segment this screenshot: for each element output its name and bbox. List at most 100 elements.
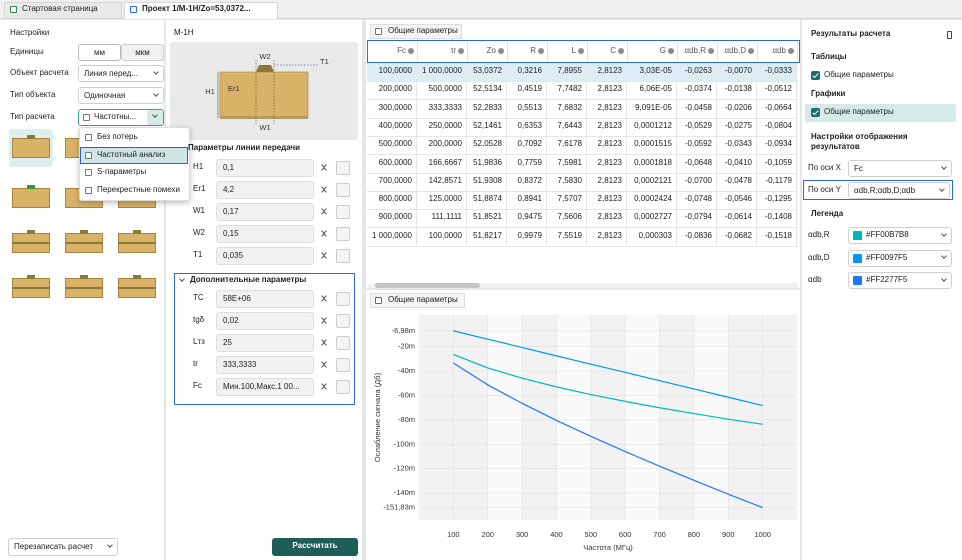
column-header[interactable]: αdb,D — [724, 46, 746, 55]
legend-color-label[interactable]: #FF0097F5 — [866, 252, 908, 262]
param-name: W1 — [193, 206, 205, 215]
column-header[interactable]: Zo — [486, 46, 496, 55]
info-icon[interactable] — [578, 48, 584, 54]
table-tab[interactable] — [370, 24, 462, 39]
unit-button[interactable] — [336, 249, 350, 263]
scrollbar[interactable] — [368, 283, 798, 288]
legend-color-select[interactable] — [848, 227, 952, 244]
column-header[interactable]: L — [571, 46, 576, 55]
table-cell: 0,0001818 — [627, 154, 677, 173]
toggle-option[interactable]: мм — [78, 44, 121, 61]
table-cell: -0,1059 — [757, 154, 797, 173]
col-divider — [797, 42, 798, 61]
chart-tab[interactable] — [370, 293, 465, 308]
scroll-thumb[interactable] — [375, 283, 480, 288]
tab-title[interactable]: Проект 1/М-1Н/Zo=53,0372... — [142, 4, 251, 13]
table-cell: -0,0748 — [677, 191, 717, 210]
checkbox[interactable] — [811, 108, 820, 117]
unit-button[interactable] — [336, 314, 350, 328]
thumbnail[interactable] — [12, 188, 50, 208]
series-line — [453, 330, 763, 407]
table-cell: -0,0648 — [677, 154, 717, 173]
calc-type-select[interactable] — [78, 109, 164, 126]
info-icon[interactable] — [538, 48, 544, 54]
table-cell: 0,0001212 — [627, 117, 677, 137]
param-input[interactable]: 0,1 — [216, 159, 314, 177]
table-cell: -0,0206 — [717, 99, 757, 118]
info-icon[interactable] — [668, 48, 674, 54]
select-value[interactable]: Частотны... — [94, 112, 137, 121]
column-header[interactable]: Fc — [397, 46, 406, 55]
legend-color-label[interactable]: #FF2277F5 — [866, 275, 908, 284]
unit-button[interactable] — [336, 227, 350, 241]
param-input[interactable]: 58E+06 — [216, 290, 314, 308]
unit-button[interactable] — [336, 205, 350, 219]
tab-title[interactable]: Общие параметры — [388, 295, 458, 304]
unit-button[interactable] — [336, 336, 350, 350]
param-input[interactable]: Мин.100,Макс.1 00... — [216, 378, 314, 396]
tab[interactable] — [124, 2, 278, 19]
x-axis-select[interactable]: Fc — [848, 160, 952, 177]
y-tick-label: -80m — [398, 415, 415, 424]
table-cell: -0,0836 — [677, 227, 717, 246]
y-axis-select[interactable]: αdb,R;αdb,D;αdb — [848, 182, 950, 199]
column-header[interactable]: R — [530, 46, 536, 55]
info-icon[interactable] — [748, 48, 754, 54]
legend-color-label[interactable]: #FF00B7B8 — [866, 230, 909, 239]
dropdown-option[interactable]: S-параметры — [97, 167, 147, 176]
overwrite-select[interactable]: Перезаписать расчет — [8, 538, 118, 556]
table-cell: -0,0682 — [717, 227, 757, 246]
thumb-layer — [118, 287, 156, 289]
object-type-select[interactable]: Одиночная — [78, 87, 164, 104]
param-input[interactable]: 25 — [216, 334, 314, 352]
legend-color-select[interactable] — [848, 272, 952, 289]
info-icon[interactable] — [408, 48, 414, 54]
param-input[interactable]: 4,2 — [216, 181, 314, 199]
unit-button[interactable] — [336, 183, 350, 197]
toggle-option[interactable]: мкм — [121, 44, 164, 61]
checkbox-label[interactable]: Общие параметры — [824, 70, 894, 79]
thumb-layer — [12, 287, 50, 289]
checkbox-label[interactable]: Общие параметры — [824, 107, 894, 116]
table-cell: 125,0000 — [417, 191, 467, 210]
info-icon[interactable] — [708, 48, 714, 54]
unit-button[interactable] — [336, 358, 350, 372]
legend-color-select[interactable] — [848, 249, 952, 267]
calculate-button[interactable]: Рассчитать — [272, 538, 358, 556]
info-icon[interactable] — [788, 48, 794, 54]
column-header[interactable]: tr — [451, 46, 456, 55]
results-panel — [802, 20, 962, 560]
dropdown-option[interactable]: Частотный анализ — [97, 149, 166, 159]
table-cell: 6,06E-05 — [627, 81, 677, 100]
column-header[interactable]: αdb — [772, 46, 786, 55]
object-select[interactable]: Линия перед... — [78, 65, 164, 82]
dropdown-option[interactable]: Перекрестные помехи — [97, 184, 181, 194]
info-icon[interactable] — [498, 48, 504, 54]
pin-icon[interactable] — [947, 31, 952, 39]
dropdown-option[interactable]: Без потерь — [97, 132, 138, 141]
table-cell: 0,0002424 — [627, 191, 677, 210]
column-header[interactable]: G — [659, 46, 666, 55]
column-header[interactable]: C — [610, 46, 616, 55]
chevron-button[interactable] — [147, 110, 163, 125]
param-input[interactable]: 0,02 — [216, 312, 314, 330]
section-title[interactable]: Дополнительные параметры — [190, 275, 307, 284]
param-input[interactable]: 0,17 — [216, 203, 314, 221]
unit-button[interactable] — [336, 380, 350, 394]
param-input[interactable]: 333,3333 — [216, 356, 314, 374]
param-input[interactable]: 0,15 — [216, 225, 314, 243]
param-input[interactable]: 0,035 — [216, 247, 314, 265]
y-axis-highlight — [803, 180, 953, 200]
tab-title[interactable]: Общие параметры — [388, 26, 458, 35]
info-icon[interactable] — [458, 48, 464, 54]
thumbnail[interactable] — [12, 138, 50, 158]
thumb-trace — [27, 135, 35, 139]
checkbox[interactable] — [811, 71, 820, 80]
info-icon[interactable] — [618, 48, 624, 54]
unit-button[interactable] — [336, 292, 350, 306]
unit-button[interactable] — [336, 161, 350, 175]
tab[interactable] — [4, 2, 122, 18]
tab-title[interactable]: Стартовая страница — [22, 4, 98, 13]
column-header[interactable]: αdb,R — [684, 46, 706, 55]
thumb-layer — [65, 287, 103, 289]
